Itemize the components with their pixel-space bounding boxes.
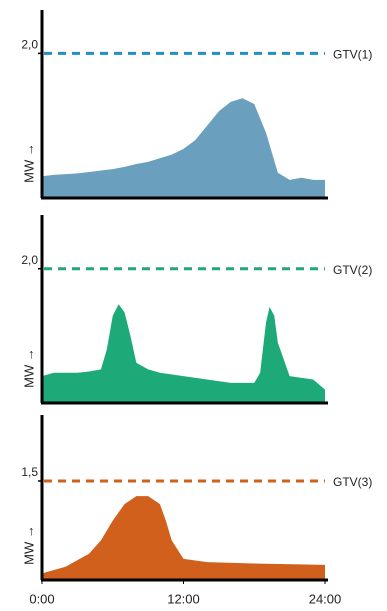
x-tick-label: 24:00 (309, 591, 342, 606)
y-axis-label: MW → (21, 143, 36, 183)
x-tick-label: 12:00 (167, 591, 200, 606)
y-axis-label: MW → (21, 525, 36, 565)
y-tick-label: 2,0 (21, 38, 38, 52)
area (42, 304, 325, 403)
area (42, 496, 325, 580)
x-tick-label: 0:00 (29, 591, 54, 606)
y-tick-label: 1,5 (21, 465, 38, 479)
y-axis-label: MW → (21, 348, 36, 388)
area (42, 98, 325, 198)
threshold-label: GTV(1) (333, 48, 372, 62)
threshold-label: GTV(3) (333, 475, 372, 489)
threshold-label: GTV(2) (333, 263, 372, 277)
y-tick-label: 2,0 (21, 253, 38, 267)
